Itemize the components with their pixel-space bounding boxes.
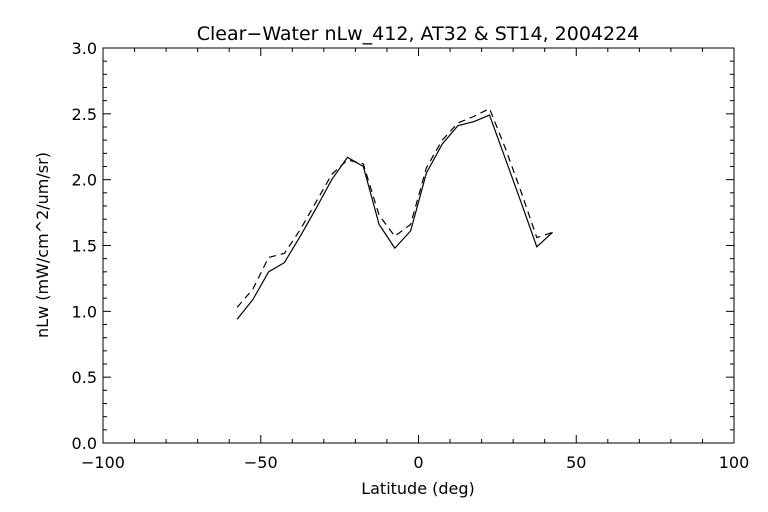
chart-title: Clear−Water nLw_412, AT32 & ST14, 200422… <box>197 23 640 45</box>
y-tick-label: 3.0 <box>72 39 97 58</box>
y-tick-label: 1.5 <box>72 237 97 256</box>
y-tick-label: 1.0 <box>72 302 97 321</box>
series-line-dashed <box>236 107 553 308</box>
x-axis-label: Latitude (deg) <box>361 479 475 498</box>
plot-axes <box>102 47 735 444</box>
x-tick-label: 50 <box>566 453 586 472</box>
axis-ticks: −100 −50 0 50 100 0.0 0.5 1.0 1.5 2.0 2.5 3.0 <box>72 39 750 472</box>
y-tick-label: 0.0 <box>72 434 97 453</box>
y-tick-label: 0.5 <box>72 368 97 387</box>
x-tick-label: 100 <box>719 453 750 472</box>
y-tick-label: 2.5 <box>72 105 97 124</box>
data-series <box>236 107 554 320</box>
plot-frame <box>102 47 735 444</box>
x-tick-label: 0 <box>413 453 423 472</box>
y-tick-label: 2.0 <box>72 171 97 190</box>
x-tick-label: −100 <box>81 453 125 472</box>
x-tick-label: −50 <box>244 453 278 472</box>
y-axis-label: nLw (mW/cm^2/um/sr) <box>33 152 52 338</box>
series-line-solid <box>236 114 554 320</box>
